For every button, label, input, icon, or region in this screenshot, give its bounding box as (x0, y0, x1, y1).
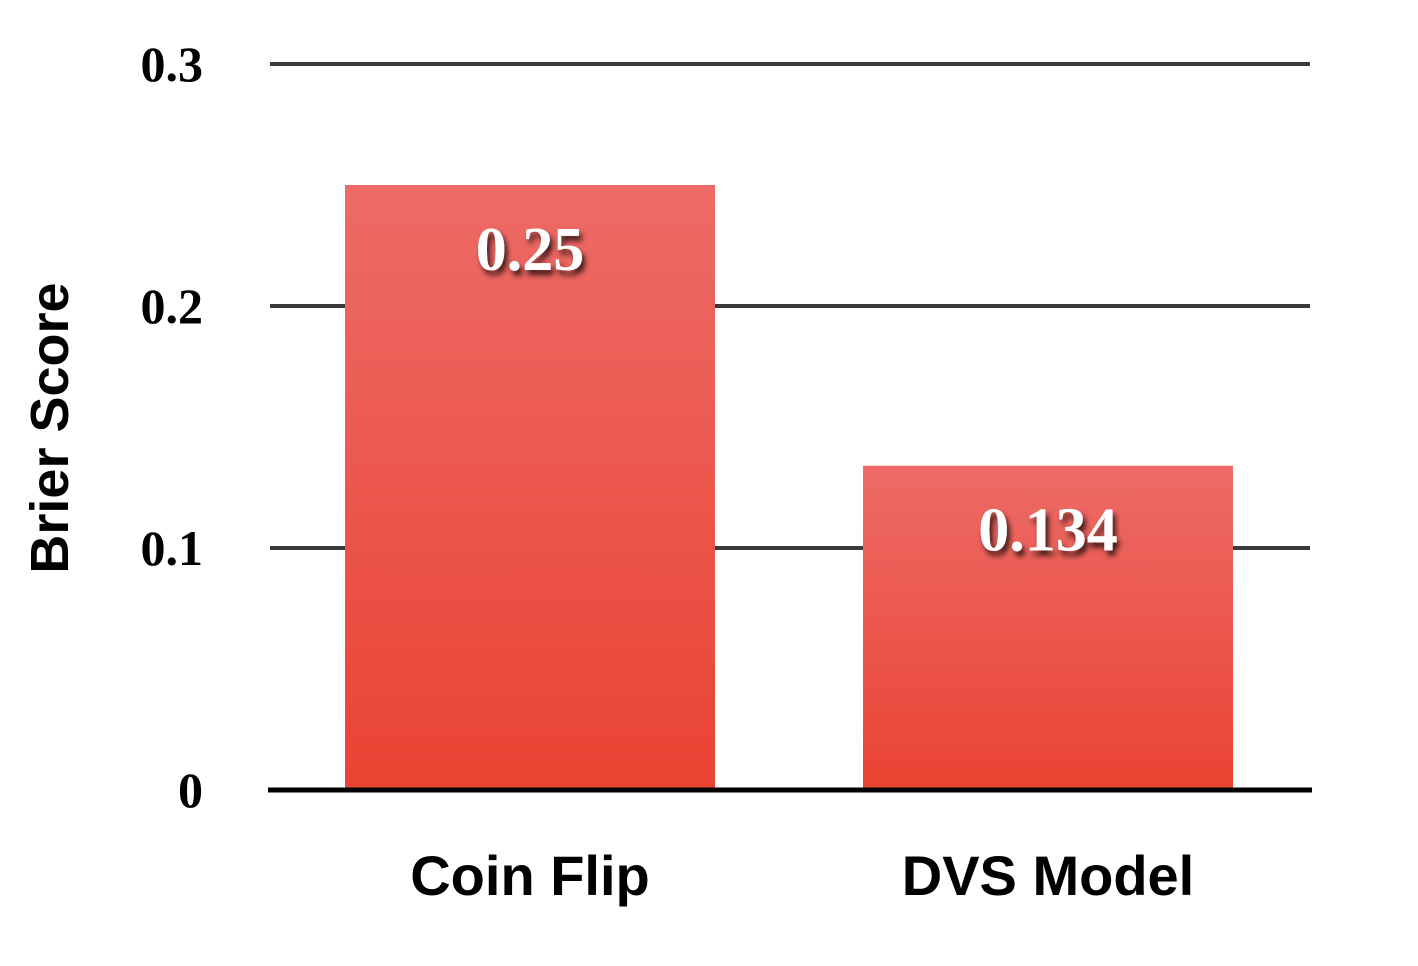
y-tick-label: 0 (178, 762, 203, 818)
y-tick-label: 0.2 (141, 278, 204, 334)
bar (863, 465, 1233, 790)
data-labels: 0.25 0.134 (476, 216, 1118, 565)
bars (345, 185, 1233, 790)
category-label: DVS Model (902, 844, 1194, 907)
category-label: Coin Flip (410, 844, 650, 907)
bar (345, 185, 715, 790)
y-tick-label: 0.1 (141, 520, 204, 576)
data-label: 0.134 (978, 497, 1118, 565)
y-tick-label: 0.3 (141, 36, 204, 92)
x-axis-category-labels: Coin Flip DVS Model (410, 844, 1194, 907)
y-axis-label: Brier Score (20, 282, 80, 573)
data-label: 0.25 (476, 216, 585, 284)
y-axis-tick-labels: 0 0.1 0.2 0.3 (141, 36, 204, 818)
